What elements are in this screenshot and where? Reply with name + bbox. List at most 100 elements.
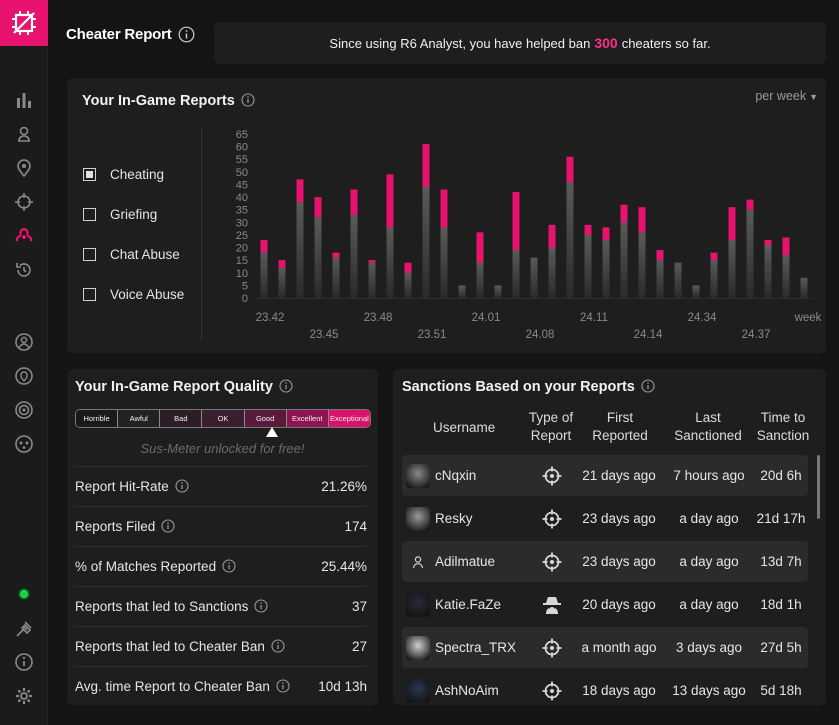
username-cell[interactable]: Spectra_TRX bbox=[406, 627, 516, 668]
bar-base-segment[interactable] bbox=[476, 262, 484, 298]
stat-info-icon[interactable] bbox=[271, 639, 285, 653]
filter-griefing[interactable]: Griefing bbox=[83, 194, 184, 234]
bar-sanctioned-segment[interactable] bbox=[584, 224, 592, 235]
bar-base-segment[interactable] bbox=[404, 272, 412, 298]
bar-sanctioned-segment[interactable] bbox=[764, 239, 772, 246]
bar-sanctioned-segment[interactable] bbox=[656, 250, 664, 261]
col-time-to-sanction[interactable]: Time to Sanction bbox=[753, 409, 813, 445]
bar-sanctioned-segment[interactable] bbox=[332, 252, 340, 258]
table-row[interactable]: cNqxin 21 days ago 7 hours ago 20d 6h bbox=[402, 455, 808, 496]
bar-base-segment[interactable] bbox=[746, 209, 754, 298]
bar-sanctioned-segment[interactable] bbox=[620, 204, 628, 223]
bar-base-segment[interactable] bbox=[638, 232, 646, 298]
bar-base-segment[interactable] bbox=[710, 260, 718, 298]
biohazard-icon[interactable] bbox=[12, 224, 36, 248]
bar-base-segment[interactable] bbox=[764, 245, 772, 298]
bar-sanctioned-segment[interactable] bbox=[296, 179, 304, 203]
table-row[interactable]: AshNoAim 18 days ago 13 days ago 5d 18h bbox=[402, 670, 808, 705]
bar-sanctioned-segment[interactable] bbox=[710, 252, 718, 261]
bar-base-segment[interactable] bbox=[260, 252, 268, 298]
bar-base-segment[interactable] bbox=[368, 262, 376, 298]
plugin-icon[interactable] bbox=[12, 617, 36, 641]
bar-base-segment[interactable] bbox=[494, 285, 502, 298]
bar-sanctioned-segment[interactable] bbox=[278, 260, 286, 268]
stat-info-icon[interactable] bbox=[161, 519, 175, 533]
table-row[interactable]: Adilmatue 23 days ago a day ago 13d 7h bbox=[402, 541, 808, 582]
col-username[interactable]: Username bbox=[433, 420, 496, 435]
col-first-reported[interactable]: First Reported bbox=[585, 409, 655, 445]
stat-info-icon[interactable] bbox=[222, 559, 236, 573]
bar-sanctioned-segment[interactable] bbox=[386, 174, 394, 228]
history-icon[interactable] bbox=[12, 258, 36, 282]
bar-sanctioned-segment[interactable] bbox=[314, 197, 322, 218]
filter-chat-abuse[interactable]: Chat Abuse bbox=[83, 234, 184, 274]
settings-gear-icon[interactable] bbox=[12, 684, 36, 708]
bar-base-segment[interactable] bbox=[278, 267, 286, 298]
bar-sanctioned-segment[interactable] bbox=[566, 156, 574, 182]
bar-base-segment[interactable] bbox=[602, 239, 610, 298]
col-last-sanctioned[interactable]: Last Sanctioned bbox=[668, 409, 748, 445]
bar-sanctioned-segment[interactable] bbox=[746, 199, 754, 210]
bar-sanctioned-segment[interactable] bbox=[422, 144, 430, 187]
bar-base-segment[interactable] bbox=[350, 214, 358, 298]
bar-base-segment[interactable] bbox=[314, 217, 322, 298]
bar-base-segment[interactable] bbox=[800, 277, 808, 298]
username-cell[interactable]: Resky bbox=[406, 498, 473, 539]
bar-base-segment[interactable] bbox=[530, 257, 538, 298]
filter-cheating[interactable]: Cheating bbox=[83, 154, 184, 194]
bar-base-segment[interactable] bbox=[422, 186, 430, 298]
bar-base-segment[interactable] bbox=[656, 260, 664, 298]
checkbox-voice-abuse[interactable] bbox=[83, 287, 96, 301]
checkbox-chat-abuse[interactable] bbox=[83, 247, 96, 261]
bar-base-segment[interactable] bbox=[674, 262, 682, 298]
username-cell[interactable]: Adilmatue bbox=[406, 541, 495, 582]
sanctions-info-icon[interactable] bbox=[641, 379, 655, 393]
bar-base-segment[interactable] bbox=[548, 247, 556, 298]
bar-sanctioned-segment[interactable] bbox=[404, 262, 412, 273]
bar-sanctioned-segment[interactable] bbox=[260, 239, 268, 253]
bar-base-segment[interactable] bbox=[296, 202, 304, 298]
about-icon[interactable] bbox=[12, 650, 36, 674]
checkbox-griefing[interactable] bbox=[83, 207, 96, 221]
stats-icon[interactable] bbox=[12, 88, 36, 112]
table-row[interactable]: Spectra_TRX a month ago 3 days ago 27d 5h bbox=[402, 627, 808, 668]
face-icon[interactable] bbox=[12, 432, 36, 456]
title-info-icon[interactable] bbox=[178, 26, 195, 43]
bar-sanctioned-segment[interactable] bbox=[440, 189, 448, 228]
checkbox-cheating[interactable] bbox=[83, 167, 96, 181]
bar-sanctioned-segment[interactable] bbox=[350, 189, 358, 215]
bar-base-segment[interactable] bbox=[584, 234, 592, 298]
profile-icon[interactable] bbox=[12, 122, 36, 146]
bar-sanctioned-segment[interactable] bbox=[548, 224, 556, 248]
crosshair-nav-icon[interactable] bbox=[12, 190, 36, 214]
reports-info-icon[interactable] bbox=[241, 93, 255, 107]
bar-sanctioned-segment[interactable] bbox=[602, 227, 610, 240]
bar-base-segment[interactable] bbox=[566, 181, 574, 298]
location-icon[interactable] bbox=[12, 364, 36, 388]
bar-base-segment[interactable] bbox=[782, 255, 790, 298]
bar-sanctioned-segment[interactable] bbox=[368, 260, 376, 263]
username-cell[interactable]: Katie.FaZe bbox=[406, 584, 501, 625]
bar-base-segment[interactable] bbox=[458, 285, 466, 298]
account-icon[interactable] bbox=[12, 330, 36, 354]
filter-voice-abuse[interactable]: Voice Abuse bbox=[83, 274, 184, 314]
bar-base-segment[interactable] bbox=[440, 227, 448, 298]
bar-base-segment[interactable] bbox=[728, 239, 736, 298]
bar-sanctioned-segment[interactable] bbox=[512, 192, 520, 251]
bar-base-segment[interactable] bbox=[512, 250, 520, 298]
app-logo[interactable] bbox=[0, 0, 48, 46]
stat-info-icon[interactable] bbox=[175, 479, 189, 493]
bar-base-segment[interactable] bbox=[332, 257, 340, 298]
bar-sanctioned-segment[interactable] bbox=[782, 237, 790, 256]
bar-base-segment[interactable] bbox=[692, 285, 700, 298]
target-icon[interactable] bbox=[12, 398, 36, 422]
bar-sanctioned-segment[interactable] bbox=[728, 207, 736, 240]
bar-base-segment[interactable] bbox=[620, 222, 628, 298]
col-type[interactable]: Type of Report bbox=[526, 409, 576, 445]
sanctions-scrollbar[interactable] bbox=[817, 455, 820, 519]
stat-info-icon[interactable] bbox=[254, 599, 268, 613]
bar-sanctioned-segment[interactable] bbox=[638, 207, 646, 233]
period-dropdown[interactable]: per week ▼ bbox=[755, 89, 818, 103]
map-pin-icon[interactable] bbox=[12, 156, 36, 180]
username-cell[interactable]: AshNoAim bbox=[406, 670, 499, 705]
